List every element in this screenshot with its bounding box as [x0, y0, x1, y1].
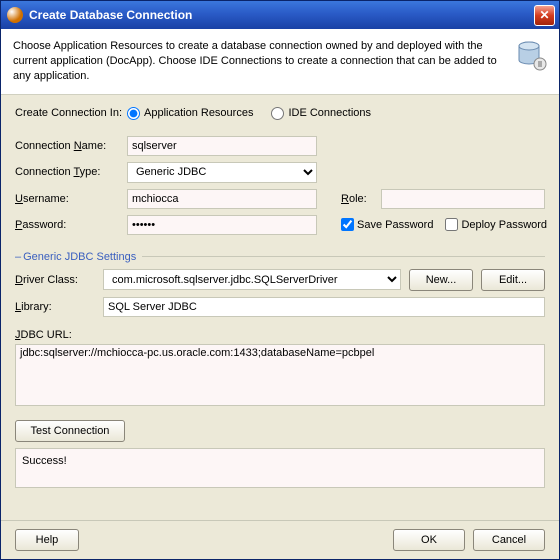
header-panel: Choose Application Resources to create a…	[1, 29, 559, 95]
connection-name-label: Connection Name:	[15, 140, 127, 152]
test-connection-button[interactable]: Test Connection	[15, 420, 125, 442]
library-row: Library: SQL Server JDBC	[15, 297, 545, 317]
connection-name-input[interactable]	[127, 136, 317, 156]
footer: Help OK Cancel	[1, 520, 559, 559]
password-row: Password: Save Password Deploy Password	[15, 215, 545, 235]
driver-class-row: Driver Class: com.microsoft.sqlserver.jd…	[15, 269, 545, 291]
deploy-password-input[interactable]	[445, 218, 458, 231]
library-value: SQL Server JDBC	[103, 297, 545, 317]
radio-app-resources-input[interactable]	[127, 107, 140, 120]
library-label: Library:	[15, 301, 95, 313]
help-button[interactable]: Help	[15, 529, 79, 551]
close-icon: ✕	[539, 8, 549, 22]
role-label: Role:	[341, 193, 381, 205]
role-input[interactable]	[381, 189, 545, 209]
radio-ide-connections-label: IDE Connections	[288, 107, 371, 119]
save-password-input[interactable]	[341, 218, 354, 231]
password-input[interactable]	[127, 215, 317, 235]
edit-driver-button[interactable]: Edit...	[481, 269, 545, 291]
jdbc-url-label: JDBC URL:	[15, 329, 545, 341]
content-area: Create Connection In: Application Resour…	[1, 95, 559, 520]
test-result-box: Success!	[15, 448, 545, 488]
header-description: Choose Application Resources to create a…	[13, 39, 515, 84]
connection-type-row: Connection Type: Generic JDBC	[15, 162, 545, 183]
radio-ide-connections-input[interactable]	[271, 107, 284, 120]
deploy-password-checkbox[interactable]: Deploy Password	[445, 218, 547, 231]
dialog-title: Create Database Connection	[29, 8, 534, 22]
driver-class-select[interactable]: com.microsoft.sqlserver.jdbc.SQLServerDr…	[103, 269, 401, 290]
save-password-checkbox[interactable]: Save Password	[341, 218, 433, 231]
save-password-label: Save Password	[357, 219, 433, 231]
connection-type-label: Connection Type:	[15, 166, 127, 178]
driver-class-label: Driver Class:	[15, 274, 95, 286]
username-role-row: Username: Role:	[15, 189, 545, 209]
jdbc-url-textarea[interactable]: jdbc:sqlserver://mchiocca-pc.us.oracle.c…	[15, 344, 545, 406]
username-input[interactable]	[127, 189, 317, 209]
database-icon	[515, 39, 547, 74]
create-in-label: Create Connection In:	[15, 107, 127, 119]
connection-type-select[interactable]: Generic JDBC	[127, 162, 317, 183]
ok-button[interactable]: OK	[393, 529, 465, 551]
connection-name-row: Connection Name:	[15, 136, 545, 156]
cancel-button[interactable]: Cancel	[473, 529, 545, 551]
jdbc-settings-legend: –Generic JDBC Settings	[15, 251, 545, 263]
create-in-row: Create Connection In: Application Resour…	[15, 107, 545, 120]
radio-ide-connections[interactable]: IDE Connections	[271, 107, 371, 120]
new-driver-button[interactable]: New...	[409, 269, 473, 291]
radio-app-resources-label: Application Resources	[144, 107, 253, 119]
dialog-window: Create Database Connection ✕ Choose Appl…	[0, 0, 560, 560]
radio-app-resources[interactable]: Application Resources	[127, 107, 253, 120]
titlebar: Create Database Connection ✕	[1, 1, 559, 29]
app-icon	[7, 7, 23, 23]
username-label: Username:	[15, 193, 127, 205]
close-button[interactable]: ✕	[534, 5, 555, 26]
password-label: Password:	[15, 219, 127, 231]
deploy-password-label: Deploy Password	[461, 219, 547, 231]
